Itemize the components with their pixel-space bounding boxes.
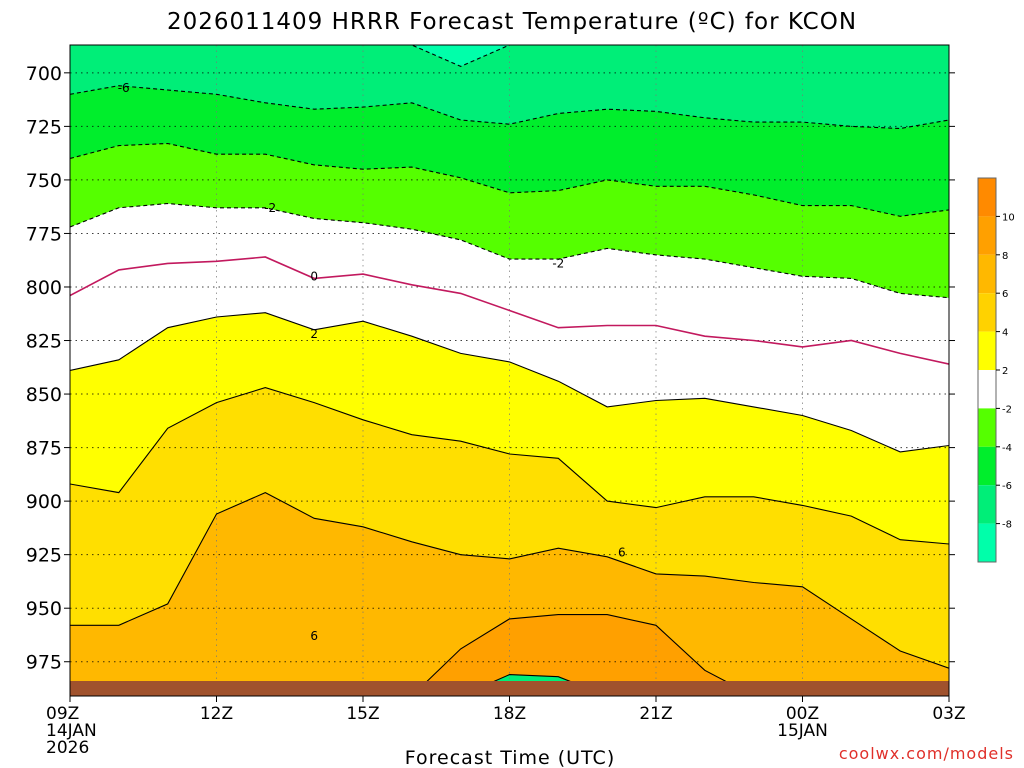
ytick-label-825: 825 xyxy=(26,331,62,353)
contour--4 xyxy=(70,142,949,217)
colorbar-bin-5 xyxy=(978,370,996,409)
colorbar-bin-0 xyxy=(978,178,996,217)
colorbar-legend: 10 8 6 4 2 -2 -4 -6 -8 xyxy=(977,177,1015,563)
contour-6 xyxy=(70,491,949,669)
fill-band-3 xyxy=(70,387,949,669)
ytick-label-700: 700 xyxy=(26,63,62,85)
colorbar-label-7: -6 xyxy=(1002,481,1012,492)
ytick-label-775: 775 xyxy=(26,223,62,245)
contour--2 xyxy=(70,202,949,299)
colorbar-label-5: -2 xyxy=(1002,404,1012,415)
colorbar-bin-8 xyxy=(978,485,996,524)
ytick-label-900: 900 xyxy=(26,491,62,513)
contour-labels: -6 -2 0 2 -2 6 6 xyxy=(118,81,626,643)
isotherm-contours xyxy=(70,45,949,696)
colorbar-bin-6 xyxy=(978,408,996,447)
colorbar-bin-4 xyxy=(978,331,996,370)
ytick-label-725: 725 xyxy=(26,116,62,138)
xtick-label-15-0: 00Z xyxy=(786,704,819,724)
colorbar-bin-7 xyxy=(978,446,996,486)
xtick-label-0-0: 09Z xyxy=(46,704,79,724)
credit-text: coolwx.com/models xyxy=(839,744,1014,763)
fill-band-0 xyxy=(70,203,949,365)
colorbar-bin-1 xyxy=(978,216,996,255)
colorbar-label-3: 4 xyxy=(1002,328,1008,339)
xtick-label-12-0: 21Z xyxy=(639,704,672,724)
contour-label-2: 0 xyxy=(310,269,318,283)
colorbar-label-4: 2 xyxy=(1002,366,1008,377)
xtick-label-18-0: 03Z xyxy=(932,704,965,724)
xtick-label-0-1: 14JAN xyxy=(46,721,97,741)
contour-4 xyxy=(70,387,949,545)
fill-band-6 xyxy=(70,143,949,298)
ytick-label-750: 750 xyxy=(26,170,62,192)
surface-strip xyxy=(70,681,949,696)
colorbar-label-0: 10 xyxy=(1002,212,1015,223)
ytick-label-875: 875 xyxy=(26,438,62,460)
colorbar-label-2: 6 xyxy=(1002,289,1008,300)
colorbar-label-1: 8 xyxy=(1002,251,1008,262)
colorbar-bin-3 xyxy=(978,293,996,332)
ground-surface xyxy=(70,681,949,696)
contour-label-4: -2 xyxy=(552,256,564,270)
pressure-axis: 700 725 750 775 800 825 850 875 900 925 950 975 xyxy=(26,63,955,674)
fill-band-2 xyxy=(70,312,949,544)
contour-label-1: -2 xyxy=(264,201,276,215)
grid-lines xyxy=(70,45,949,696)
contour-label-3: 2 xyxy=(310,327,318,341)
contour-8 xyxy=(70,614,949,696)
contour-label-0: -6 xyxy=(118,81,130,95)
contour-label-6: 6 xyxy=(310,629,318,643)
fill-band-4 xyxy=(70,492,949,696)
ytick-label-850: 850 xyxy=(26,384,62,406)
colorbar-bin-2 xyxy=(978,254,996,294)
ytick-label-950: 950 xyxy=(26,598,62,620)
xtick-label-9-0: 18Z xyxy=(493,704,526,724)
xtick-label-15-1: 15JAN xyxy=(777,721,828,741)
xtick-label-3-0: 12Z xyxy=(200,704,233,724)
ytick-label-800: 800 xyxy=(26,277,62,299)
colorbar-label-6: -4 xyxy=(1002,443,1012,454)
colorbar-bin-9 xyxy=(978,523,996,562)
x-axis-label: Forecast Time (UTC) xyxy=(405,747,615,768)
fill-band-8 xyxy=(70,45,949,129)
xtick-label-0-2: 2026 xyxy=(46,738,89,758)
contour-0 xyxy=(70,256,949,365)
xtick-label-6-0: 15Z xyxy=(346,704,379,724)
ytick-label-975: 975 xyxy=(26,652,62,674)
contour-2 xyxy=(70,312,949,453)
fill-band-5 xyxy=(70,614,949,696)
colorbar-label-8: -8 xyxy=(1002,520,1012,531)
contour-10 xyxy=(70,674,949,696)
ytick-label-925: 925 xyxy=(26,545,62,567)
contour-label-5: 6 xyxy=(618,546,626,560)
contour--6 xyxy=(70,85,949,130)
chart-title: 2026011409 HRRR Forecast Temperature (ºC… xyxy=(167,9,857,35)
